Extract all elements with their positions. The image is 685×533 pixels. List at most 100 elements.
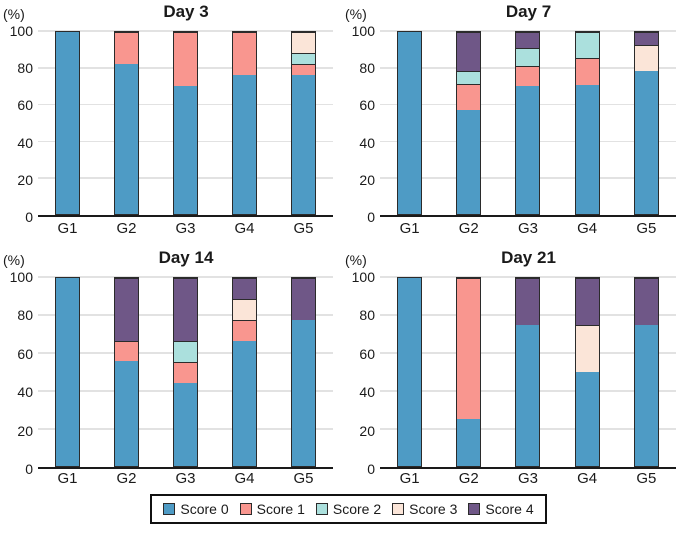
stacked-bar-g5 <box>633 31 659 215</box>
bar-segment-score-0 <box>457 110 481 214</box>
legend-item: Score 3 <box>392 501 457 517</box>
x-tick-label-g3: G3 <box>517 470 538 487</box>
plot-area <box>380 276 676 469</box>
chart-title: Day 14 <box>158 248 214 267</box>
plot-area <box>380 30 676 217</box>
y-axis-unit-label: (%) <box>345 6 367 22</box>
x-tick-label-g2: G2 <box>116 470 137 487</box>
stacked-bar-g2 <box>456 277 482 467</box>
stacked-bar-g2 <box>114 31 139 215</box>
x-tick-label-g1: G1 <box>399 470 420 487</box>
bars <box>38 277 333 467</box>
y-tick-label: 60 <box>359 97 375 114</box>
bar-segment-score-3 <box>292 32 315 54</box>
chart-title: Day 3 <box>163 2 209 21</box>
stacked-bar-g1 <box>55 31 80 215</box>
bar-segment-score-0 <box>233 340 256 466</box>
x-tick-label-g3: G3 <box>175 220 196 237</box>
stacked-bar-g3 <box>515 31 541 215</box>
legend-label: Score 1 <box>256 501 305 517</box>
x-tick-label-g1: G1 <box>399 220 420 237</box>
bars <box>38 31 333 215</box>
y-axis-ticks: 0 20 40 60 80 100 <box>342 269 375 477</box>
legend-label: Score 0 <box>180 501 229 517</box>
x-axis-labels: G1 G2 G3 G4 G5 <box>380 220 676 238</box>
stacked-bar-g4 <box>232 277 257 467</box>
bar-segment-score-1 <box>174 32 197 86</box>
legend-swatch-icon <box>163 503 176 515</box>
x-tick-label-g5: G5 <box>293 220 314 237</box>
y-tick-label: 80 <box>17 307 33 324</box>
plot-area <box>38 276 333 469</box>
y-tick-label: 100 <box>351 269 375 285</box>
chart-day-7: (%) Day 7 0 20 40 60 80 100 G1 G2 G3 G4 G5 <box>342 0 685 240</box>
bar-segment-score-0 <box>398 32 422 214</box>
bar-segment-score-4 <box>292 278 315 320</box>
stacked-bar-g2 <box>114 277 139 467</box>
x-tick-label-g1: G1 <box>57 220 78 237</box>
y-tick-label: 80 <box>359 307 375 324</box>
bar-segment-score-1 <box>233 32 256 75</box>
chart-day-14: (%) Day 14 0 20 40 60 80 100 G1 G2 G3 G4 G5 <box>0 240 342 488</box>
x-axis-labels: G1 G2 G3 G4 G5 <box>38 470 333 488</box>
bar-segment-score-0 <box>115 361 138 466</box>
y-axis-ticks: 0 20 40 60 80 100 <box>342 23 375 225</box>
x-tick-label-g5: G5 <box>293 470 314 487</box>
stacked-bar-g3 <box>515 277 541 467</box>
bar-segment-score-0 <box>56 278 79 466</box>
x-tick-label-g2: G2 <box>458 220 479 237</box>
y-tick-label: 0 <box>367 209 375 225</box>
legend-row: Score 0 Score 1 Score 2 Score 3 Score 4 <box>0 485 685 533</box>
y-tick-label: 40 <box>17 384 33 401</box>
bar-segment-score-2 <box>516 47 540 66</box>
x-tick-label-g2: G2 <box>458 470 479 487</box>
bar-segment-score-0 <box>516 325 540 466</box>
stacked-bar-g5 <box>291 31 316 215</box>
bar-segment-score-0 <box>292 74 315 214</box>
bar-segment-score-0 <box>634 325 658 466</box>
bar-segment-score-4 <box>233 278 256 299</box>
y-axis-unit-label: (%) <box>3 6 25 22</box>
y-tick-label: 20 <box>17 171 33 188</box>
legend-label: Score 3 <box>409 501 458 517</box>
bar-segment-score-1 <box>457 84 481 111</box>
x-tick-label-g2: G2 <box>116 220 137 237</box>
y-tick-label: 40 <box>359 134 375 151</box>
stacked-bar-g3 <box>173 31 198 215</box>
bar-segment-score-0 <box>516 85 540 214</box>
legend-item: Score 0 <box>163 501 229 517</box>
bar-segment-score-2 <box>292 53 315 65</box>
legend-label: Score 2 <box>332 501 382 517</box>
bar-segment-score-1 <box>115 340 138 362</box>
y-axis-unit-label: (%) <box>345 252 367 268</box>
bar-segment-score-0 <box>575 84 599 214</box>
legend-swatch-icon <box>315 503 328 515</box>
bar-segment-score-1 <box>516 65 540 86</box>
stacked-bar-g5 <box>633 277 659 467</box>
x-tick-label-g3: G3 <box>175 470 196 487</box>
bar-segment-score-3 <box>634 44 658 72</box>
bar-segment-score-1 <box>115 32 138 65</box>
legend-swatch-icon <box>239 503 252 515</box>
y-tick-label: 60 <box>17 345 33 362</box>
y-tick-label: 60 <box>17 97 33 114</box>
stacked-bar-g1 <box>55 277 80 467</box>
legend-item: Score 4 <box>468 501 534 517</box>
y-axis-ticks: 0 20 40 60 80 100 <box>0 23 33 225</box>
plot-area <box>38 30 333 217</box>
bar-segment-score-4 <box>575 278 599 325</box>
stacked-bar-g4 <box>232 31 257 215</box>
legend: Score 0 Score 1 Score 2 Score 3 Score 4 <box>150 494 547 524</box>
bar-segment-score-3 <box>233 298 256 320</box>
y-tick-label: 40 <box>359 384 375 401</box>
bar-segment-score-0 <box>115 64 138 214</box>
bar-segment-score-0 <box>56 32 79 214</box>
stacked-bar-g4 <box>574 31 600 215</box>
bar-segment-score-0 <box>575 372 599 466</box>
y-tick-label: 0 <box>367 461 375 477</box>
y-tick-label: 100 <box>351 23 375 39</box>
y-tick-label: 0 <box>25 461 33 477</box>
stacked-bar-g5 <box>291 277 316 467</box>
y-axis-unit-label: (%) <box>3 252 25 268</box>
bar-segment-score-4 <box>634 278 658 325</box>
